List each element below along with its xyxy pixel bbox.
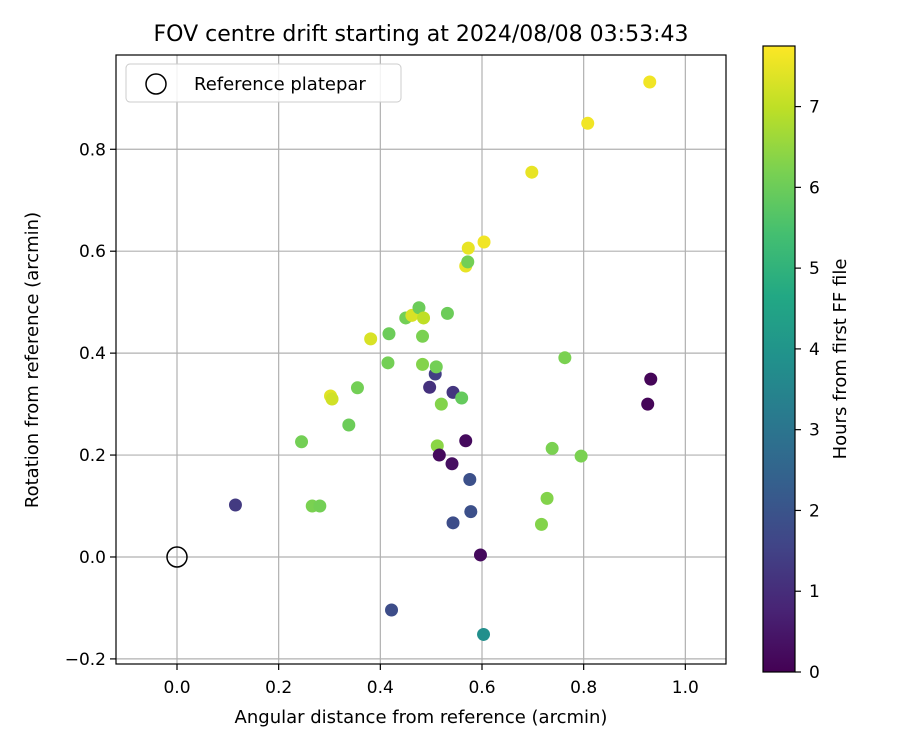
data-point (434, 397, 448, 411)
y-tick-label: 0.8 (79, 140, 106, 160)
legend-entry-reference-platepar: Reference platepar (194, 74, 366, 95)
colorbar-gradient (762, 45, 796, 673)
data-point (581, 116, 595, 130)
data-point (463, 473, 477, 487)
data-point (545, 441, 559, 455)
data-point (558, 351, 572, 365)
data-point (381, 356, 395, 370)
y-tick-label: −0.2 (65, 650, 106, 670)
data-point (382, 327, 396, 341)
legend: Reference platepar (125, 63, 402, 103)
data-point (540, 491, 554, 505)
y-tick-label: 0.2 (79, 446, 106, 466)
colorbar-tick-label: 7 (809, 98, 820, 118)
colorbar-ticks: 0 1 2 3 4 5 6 7 (795, 98, 820, 683)
data-point (429, 360, 443, 374)
y-axis-label: Rotation from reference (arcmin) (22, 212, 43, 508)
data-point (473, 548, 487, 562)
data-point (417, 311, 431, 325)
data-point (534, 517, 548, 531)
x-tick-label: 0.8 (570, 678, 597, 698)
colorbar-tick-label: 2 (809, 501, 820, 521)
colorbar-label: Hours from first FF file (830, 259, 851, 460)
data-point (477, 627, 491, 641)
grid-lines-x (176, 55, 686, 664)
data-point (342, 418, 356, 432)
data-point (423, 380, 437, 394)
data-point (464, 505, 478, 519)
colorbar-tick-label: 1 (809, 582, 820, 602)
data-point (432, 448, 446, 462)
colorbar-tick-label: 4 (809, 340, 820, 360)
colorbar-tick-label: 6 (809, 178, 820, 198)
x-tick-label: 1.0 (672, 678, 699, 698)
data-point (440, 306, 454, 320)
data-point (644, 372, 658, 386)
y-tick-label: 0.4 (79, 344, 106, 364)
colorbar-tick-label: 5 (809, 259, 820, 279)
data-point (350, 381, 364, 395)
reference-point-marker (166, 546, 188, 568)
data-point (641, 397, 655, 411)
legend-box (125, 63, 402, 103)
data-point (455, 391, 469, 405)
data-point (461, 241, 475, 255)
chart-title: FOV centre drift starting at 2024/08/08 … (154, 22, 689, 47)
data-point (461, 255, 475, 269)
data-point (416, 357, 430, 371)
colorbar-tick-label: 0 (809, 663, 820, 683)
y-tick-label: 0.6 (79, 242, 106, 262)
x-tick-label: 0.0 (163, 678, 190, 698)
x-axis-ticks: 0.0 0.2 0.4 0.6 0.8 1.0 (163, 664, 699, 698)
plot-frame (115, 54, 727, 665)
data-point (228, 498, 242, 512)
data-point (416, 329, 430, 343)
data-point (325, 392, 339, 406)
y-tick-label: 0.0 (79, 548, 106, 568)
data-point (574, 449, 588, 463)
data-point (525, 165, 539, 179)
data-point (295, 435, 309, 449)
data-point (459, 434, 473, 448)
y-axis-ticks: −0.2 0.0 0.2 0.4 0.6 0.8 (65, 140, 116, 670)
colorbar: 0 1 2 3 4 5 6 7 Hours from first FF file (762, 45, 851, 683)
colorbar-tick-label: 3 (809, 421, 820, 441)
legend-marker-icon (145, 73, 167, 95)
x-tick-label: 0.6 (468, 678, 495, 698)
data-point (385, 603, 399, 617)
data-point (445, 457, 459, 471)
data-point (643, 75, 657, 89)
data-point (446, 516, 460, 530)
data-point (364, 332, 378, 346)
plot-area (115, 54, 727, 665)
x-tick-label: 0.4 (367, 678, 394, 698)
x-tick-label: 0.2 (265, 678, 292, 698)
data-point (412, 301, 426, 315)
x-axis-label: Angular distance from reference (arcmin) (235, 707, 608, 728)
data-point (477, 235, 491, 249)
grid-lines-y (116, 148, 726, 660)
data-point (313, 499, 327, 513)
data-points (228, 75, 658, 641)
